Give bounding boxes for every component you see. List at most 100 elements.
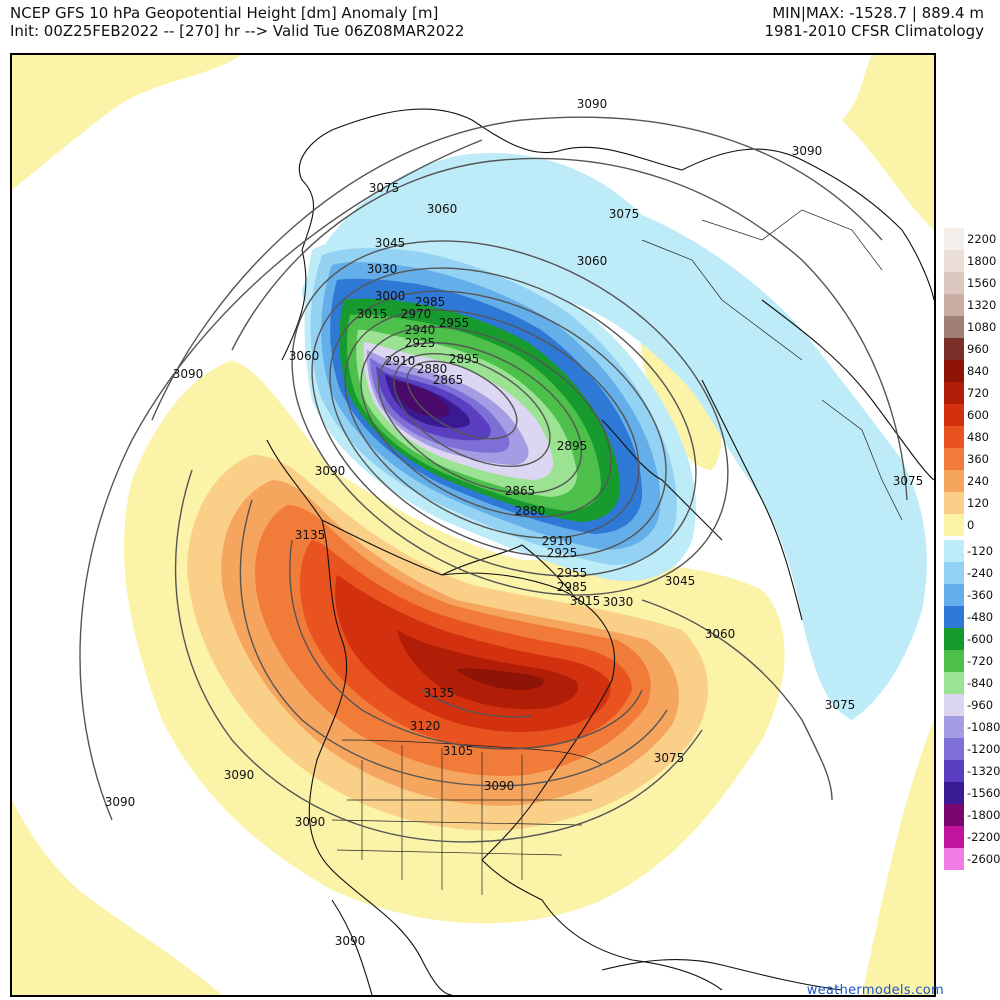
colorbar-label: -1200 [967, 742, 1000, 756]
colorbar-label: -480 [967, 610, 994, 624]
height-contours [79, 116, 908, 843]
colorbar-label: -1320 [967, 764, 1000, 778]
colorbar-label: 1800 [967, 254, 997, 268]
contour-label: 3060 [289, 349, 320, 363]
contour-label: 3030 [367, 262, 398, 276]
colorbar-swatch [944, 738, 964, 760]
contour-label: 3090 [315, 464, 346, 478]
contour-label: 3075 [825, 698, 856, 712]
colorbar-label: 1080 [967, 320, 997, 334]
colorbar-label: 720 [967, 386, 989, 400]
contour-label: 3090 [224, 768, 255, 782]
colorbar-label: -960 [967, 698, 994, 712]
contour-labels: 3090 3090 3075 3060 3075 3045 3060 3030 3000 2985… [105, 97, 924, 948]
contour-label: 3075 [609, 207, 640, 221]
colorbar-label: -720 [967, 654, 994, 668]
anomaly-map[interactable]: 3090 3090 3075 3060 3075 3045 3060 3030 3000 2985… [10, 53, 936, 997]
colorbar-label: -2200 [967, 830, 1000, 844]
contour-label: 2955 [557, 566, 588, 580]
colorbar-swatch [944, 448, 964, 470]
contour-label: 3000 [375, 289, 406, 303]
contour-label: 2955 [439, 316, 470, 330]
colorbar-swatch [944, 694, 964, 716]
positive-anomaly-720 [397, 630, 579, 710]
colorbar-label: 360 [967, 452, 989, 466]
colorbar-swatch [944, 826, 964, 848]
contour-label: 3060 [427, 202, 458, 216]
contour-label: 3090 [105, 795, 136, 809]
positive-anomaly-840 [457, 668, 544, 690]
contour-label: 3015 [570, 594, 601, 608]
contour-label: 3045 [375, 236, 406, 250]
contour-label: 3015 [357, 307, 388, 321]
contour-label: 3075 [369, 181, 400, 195]
colorbar-swatch [944, 470, 964, 492]
coastlines [266, 108, 934, 995]
contour-label: 3075 [893, 474, 924, 488]
contour-label: 2925 [405, 336, 436, 350]
contour-label: 3090 [577, 97, 608, 111]
colorbar-label: -1080 [967, 720, 1000, 734]
colorbar-swatch [944, 628, 964, 650]
colorbar-label: -240 [967, 566, 994, 580]
contour-label: 3045 [665, 574, 696, 588]
contour-label: 2940 [405, 323, 436, 337]
colorbar-swatch [944, 782, 964, 804]
contour-label: 2910 [542, 534, 573, 548]
colorbar-swatch [944, 606, 964, 628]
colorbar-label: 2200 [967, 232, 997, 246]
colorbar-label: 840 [967, 364, 989, 378]
colorbar-swatch [944, 426, 964, 448]
colorbar-label: -360 [967, 588, 994, 602]
colorbar-swatch [944, 716, 964, 738]
colorbar-swatch [944, 338, 964, 360]
political-borders [331, 209, 903, 895]
colorbar-swatch [944, 228, 964, 250]
colorbar-swatch [944, 672, 964, 694]
colorbar-swatch [944, 316, 964, 338]
climatology-label: 1981-2010 CFSR Climatology [764, 22, 985, 40]
colorbar-swatch [944, 584, 964, 606]
negative-anomaly-1800 [392, 380, 450, 418]
contour-label: 3090 [295, 815, 326, 829]
contour-label: 2985 [557, 580, 588, 594]
map-title: NCEP GFS 10 hPa Geopotential Height [dm]… [10, 4, 439, 22]
contour-label: 3090 [484, 779, 515, 793]
colorbar-swatch [944, 540, 964, 562]
contour-label: 3090 [335, 934, 366, 948]
contour-label: 3060 [705, 627, 736, 641]
colorbar-label: 1560 [967, 276, 997, 290]
colorbar-label: -1800 [967, 808, 1000, 822]
colorbar-swatch [944, 404, 964, 426]
contour-label: 3090 [173, 367, 204, 381]
contour-label: 3030 [603, 595, 634, 609]
colorbar-swatch [944, 382, 964, 404]
contour-label: 2865 [433, 373, 464, 387]
contour-label: 3060 [577, 254, 608, 268]
colorbar-swatch [944, 650, 964, 672]
colorbar-swatch [944, 272, 964, 294]
contour-label: 2865 [505, 484, 536, 498]
min-max-readout: MIN|MAX: -1528.7 | 889.4 m [772, 4, 984, 22]
contour-label: 3135 [424, 686, 455, 700]
contour-label: 3090 [792, 144, 823, 158]
colorbar-swatch [944, 562, 964, 584]
colorbar-label: 240 [967, 474, 989, 488]
contour-label: 2925 [547, 546, 578, 560]
colorbar-label: -600 [967, 632, 994, 646]
colorbar-legend: 2200 1800 1560 1320 1080 960 840 720 600 480 360 24… [944, 228, 1000, 993]
colorbar-swatch [944, 360, 964, 382]
colorbar-label: -840 [967, 676, 994, 690]
contour-label: 2910 [385, 354, 416, 368]
colorbar-label: 600 [967, 408, 989, 422]
colorbar-label: 480 [967, 430, 989, 444]
colorbar-label: -120 [967, 544, 994, 558]
contour-label: 2895 [449, 352, 480, 366]
contour-label: 2970 [401, 307, 432, 321]
contour-label: 3120 [410, 719, 441, 733]
contour-label: 3105 [443, 744, 474, 758]
colorbar-swatch [944, 492, 964, 514]
colorbar-swatch [944, 294, 964, 316]
colorbar-label: -1560 [967, 786, 1000, 800]
source-credit[interactable]: weathermodels.com [806, 983, 944, 998]
